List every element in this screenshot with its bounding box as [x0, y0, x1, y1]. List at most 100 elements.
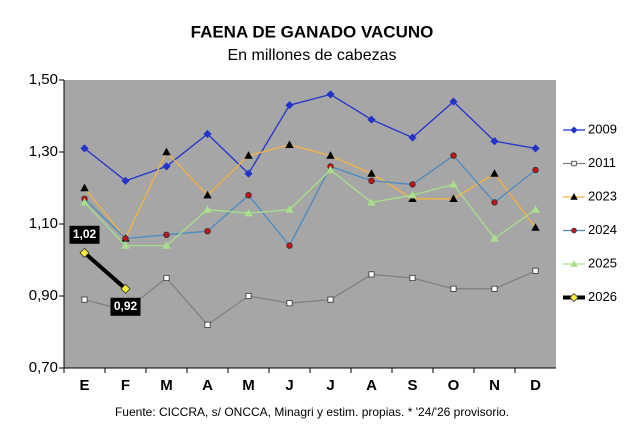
data-point [244, 208, 253, 217]
chart-subtitle: En millones de cabezas [228, 47, 397, 64]
data-point [245, 292, 252, 300]
x-tick-label: M [160, 377, 173, 394]
data-point [367, 198, 376, 206]
data-point [326, 165, 335, 174]
footnote: Fuente: CICCRA, s/ ONCCA, Minagri y esti… [115, 405, 509, 419]
x-tick-label: O [448, 377, 460, 394]
x-tick-label: N [489, 377, 500, 394]
data-point [203, 190, 212, 199]
x-tick-label: J [285, 377, 293, 394]
data-point [367, 115, 376, 124]
data-point [408, 194, 417, 203]
data-point [531, 144, 540, 153]
data-point [450, 285, 457, 292]
data-point [449, 180, 458, 188]
value-label: 0,92 [114, 299, 138, 313]
legend-marker [571, 160, 577, 167]
data-point [162, 147, 171, 156]
series-line [84, 93, 536, 182]
series-line [84, 270, 536, 326]
data-point [204, 227, 211, 235]
data-point [490, 137, 499, 146]
data-point [244, 151, 253, 159]
x-tick-label: E [79, 377, 89, 394]
series-line [84, 169, 536, 247]
y-tick-label: 0,70 [29, 359, 58, 376]
data-point [490, 234, 499, 242]
chart-title: FAENA DE GANADO VACUNO [191, 22, 434, 41]
series-line [83, 144, 537, 240]
legend-label: 2026 [588, 289, 617, 304]
data-point [367, 169, 376, 177]
legend-label: 2011 [588, 155, 616, 170]
series-line [83, 251, 127, 291]
data-point [163, 274, 170, 282]
legend-marker [570, 260, 578, 267]
legend-label: 2009 [588, 121, 617, 136]
data-point [285, 101, 294, 110]
data-point [162, 241, 171, 249]
data-point [327, 296, 334, 303]
data-point [286, 300, 293, 307]
data-point [204, 321, 211, 328]
data-point [368, 271, 375, 278]
data-point [81, 296, 88, 303]
data-point [245, 191, 252, 199]
data-point [531, 205, 540, 213]
x-tick-label: A [202, 377, 213, 394]
data-point [80, 183, 89, 192]
data-point [408, 190, 417, 199]
legend-marker [570, 126, 578, 134]
data-point [449, 194, 458, 203]
data-point [203, 205, 212, 213]
y-tick-label: 0,90 [29, 287, 58, 304]
data-point [286, 242, 293, 249]
x-tick-label: D [530, 377, 541, 394]
data-point [450, 152, 457, 159]
x-tick-label: J [326, 377, 334, 394]
data-point [326, 151, 335, 159]
legend-marker [570, 193, 578, 200]
data-point [244, 169, 253, 178]
data-point [121, 176, 130, 185]
data-point [491, 199, 498, 206]
data-point [532, 166, 539, 174]
data-point [203, 129, 212, 139]
legend-label: 2024 [588, 222, 617, 237]
value-label: 1,02 [73, 227, 97, 241]
value-label-box [69, 225, 100, 244]
y-tick-label: 1,30 [29, 143, 58, 160]
data-point [491, 285, 498, 292]
data-point [408, 133, 417, 142]
data-point [326, 90, 335, 99]
data-point [162, 162, 171, 171]
data-point [80, 144, 89, 153]
y-tick-label: 1,50 [29, 71, 58, 88]
x-tick-label: M [242, 377, 255, 394]
data-point [121, 241, 130, 249]
x-tick-label: A [366, 377, 377, 394]
data-point [531, 223, 540, 231]
x-tick-label: F [121, 377, 130, 394]
data-point [122, 235, 129, 242]
y-tick-label: 1,10 [29, 215, 58, 232]
data-point [163, 231, 170, 238]
data-point [80, 198, 89, 206]
legend-label: 2025 [588, 255, 617, 270]
data-point [285, 205, 294, 213]
data-point [79, 247, 90, 258]
data-point [368, 177, 375, 184]
plot-area [64, 80, 556, 368]
data-point [285, 140, 294, 149]
data-point [120, 283, 131, 294]
data-point [409, 181, 416, 188]
value-label-box [110, 297, 141, 316]
x-tick-label: S [407, 377, 417, 394]
legend-label: 2023 [588, 188, 617, 203]
legend-marker [569, 292, 579, 303]
data-point [409, 274, 416, 282]
legend-marker [571, 227, 577, 234]
series-line [84, 154, 536, 247]
data-point [449, 97, 458, 106]
